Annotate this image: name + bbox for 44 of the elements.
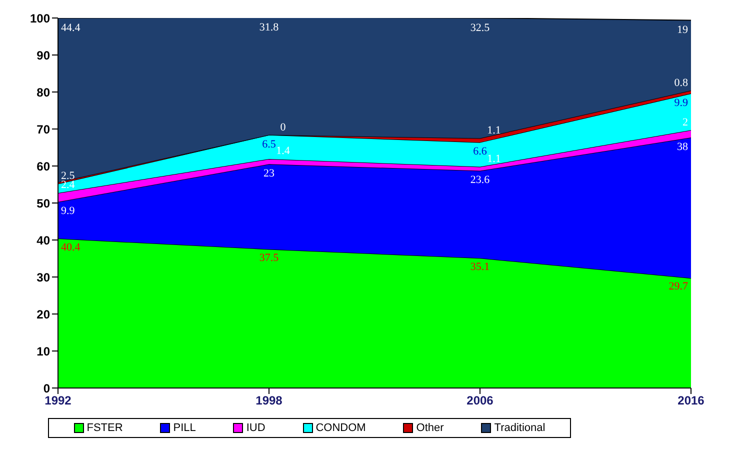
data-label: 29.7: [668, 280, 688, 293]
y-tick-label: 0: [43, 381, 50, 396]
data-label: 9.9: [61, 204, 76, 217]
data-label: 0.8: [674, 77, 688, 90]
x-tick-label: 2016: [678, 394, 705, 408]
x-tick-label: 2006: [466, 394, 494, 408]
y-tick-label: 20: [36, 307, 50, 322]
y-tick-label: 90: [36, 48, 50, 62]
legend-label: CONDOM: [314, 422, 366, 434]
y-tick-label: 70: [36, 122, 50, 136]
data-label: 37.5: [259, 252, 280, 264]
y-tick-label: 50: [36, 196, 50, 210]
y-tick-label: 10: [36, 344, 50, 358]
data-label: 1.1: [487, 152, 501, 165]
data-label: 32.5: [470, 22, 490, 34]
data-label: 35.1: [470, 260, 490, 273]
data-label: 6.5: [262, 138, 276, 150]
data-label: 31.8: [259, 21, 280, 34]
data-label: 2.4: [61, 179, 76, 192]
data-label: 9.9: [674, 97, 688, 110]
data-label: 23.6: [470, 174, 490, 186]
y-tick-label: 100: [30, 11, 50, 26]
data-label: 6.6: [473, 146, 488, 158]
legend-label: FSTER: [86, 422, 123, 434]
y-tick-label: 80: [36, 85, 50, 100]
legend-label: Other: [415, 422, 444, 434]
y-tick-label: 60: [36, 159, 50, 174]
y-tick-label: 40: [36, 233, 50, 248]
data-label: 1.1: [487, 124, 501, 137]
legend-label: PILL: [172, 422, 196, 434]
data-label: 2.5: [61, 170, 76, 182]
x-tick-label: 1998: [256, 394, 283, 408]
data-label: 1.4: [276, 145, 290, 158]
data-label: 23: [264, 167, 275, 180]
data-label: 0: [280, 121, 286, 134]
data-label: 19: [677, 24, 688, 36]
data-label: 44.4: [61, 22, 81, 34]
data-label: 38: [677, 140, 688, 153]
data-label: 40.4: [61, 241, 81, 254]
y-tick-label: 30: [36, 270, 50, 284]
legend-label: Traditional: [493, 422, 546, 434]
data-label: 2: [682, 116, 688, 129]
legend-label: IUD: [245, 422, 266, 434]
x-tick-label: 1992: [44, 394, 72, 408]
